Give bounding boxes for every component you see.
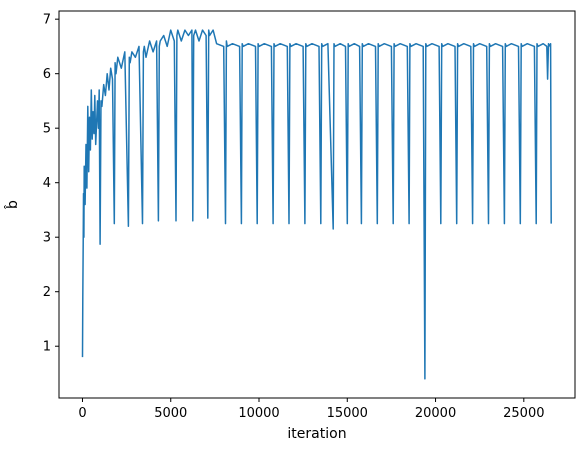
x-tick-label: 5000 (154, 406, 187, 421)
x-tick-label: 10000 (238, 406, 279, 421)
x-tick-label: 25000 (503, 406, 544, 421)
y-tick-label: 2 (43, 285, 51, 300)
y-tick-label: 7 (43, 13, 51, 28)
y-tick-label: 1 (43, 340, 51, 355)
y-tick-label: 4 (43, 176, 51, 191)
data-line (81, 29, 552, 380)
plot-area (58, 10, 576, 399)
y-axis-label: b̂ (4, 200, 21, 210)
y-tick-label: 6 (43, 67, 51, 82)
x-tick-label: 0 (78, 406, 86, 421)
y-tick-label: 5 (43, 122, 51, 137)
x-axis: 0 5000 10000 15000 20000 25000 (78, 398, 544, 421)
axes-frame (58, 10, 576, 399)
y-tick-label: 3 (43, 231, 51, 246)
x-axis-label: iteration (287, 426, 346, 442)
x-tick-label: 15000 (327, 406, 368, 421)
x-tick-label: 20000 (415, 406, 456, 421)
y-axis: 1 2 3 4 5 6 7 (43, 13, 59, 355)
